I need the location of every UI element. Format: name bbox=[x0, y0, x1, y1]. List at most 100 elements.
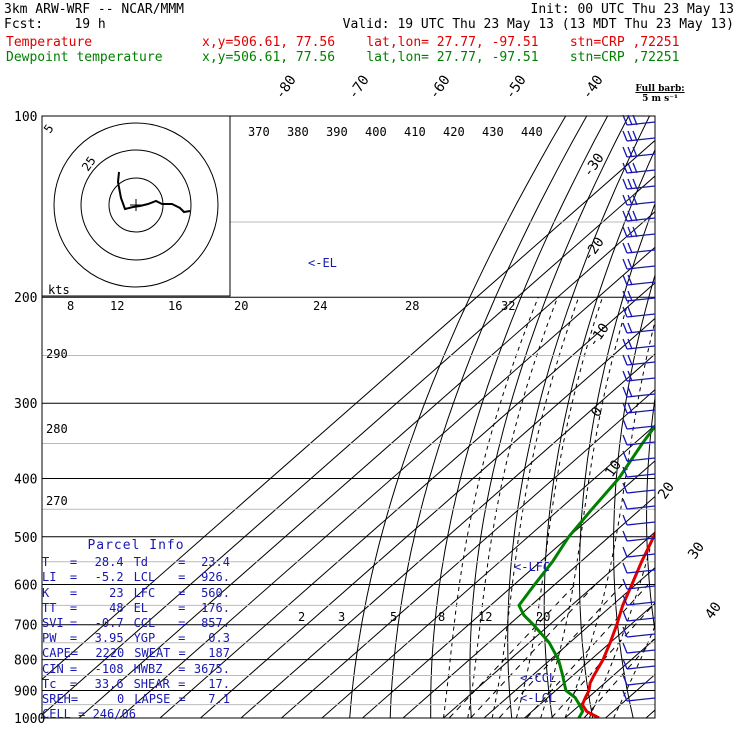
wind-barb-stroke bbox=[627, 402, 633, 414]
wind-barb bbox=[622, 146, 656, 158]
parcel-value: 560. bbox=[201, 585, 230, 600]
wind-barb bbox=[622, 482, 656, 494]
dry-adiabat-line bbox=[507, 116, 650, 718]
parcel-key: SREH bbox=[42, 692, 71, 707]
wind-barb bbox=[622, 178, 656, 190]
pressure-tick-label: 300 bbox=[14, 397, 37, 412]
mixing-ratio-line bbox=[498, 584, 623, 718]
dry-adiabat-line bbox=[679, 116, 740, 731]
wind-barb-stroke bbox=[626, 617, 656, 622]
wind-barb-stroke bbox=[626, 553, 656, 558]
pressure-tick-label: 500 bbox=[14, 531, 37, 546]
wind-barb-stroke bbox=[622, 546, 628, 558]
parcel-key: LAPSE bbox=[134, 692, 171, 707]
isotherm-line bbox=[119, 246, 655, 718]
wind-barb-stroke bbox=[627, 258, 633, 270]
parcel-equals: = bbox=[69, 631, 78, 646]
parcel-equals: = bbox=[69, 616, 78, 631]
wind-barb-stroke bbox=[626, 649, 656, 654]
wind-barb bbox=[622, 338, 656, 350]
wind-barb-stroke bbox=[622, 370, 628, 382]
parcel-key: EL bbox=[133, 600, 149, 615]
temperature-tick-label: -20 bbox=[580, 234, 608, 264]
parcel-value: 187 bbox=[208, 646, 230, 661]
theta-tick-label: 370 bbox=[248, 125, 270, 139]
temperature-tick-label: -80 bbox=[272, 72, 300, 102]
wind-barb-stroke bbox=[622, 226, 628, 238]
wind-barb-stroke bbox=[622, 418, 628, 430]
mixing-ratio-line bbox=[448, 584, 576, 718]
isotherm-line bbox=[42, 175, 655, 716]
parcel-info-rows: T = 28.4 Td = 23.4 LI = -5.2 LCL = 926. K = 23 LFC = 560.… bbox=[42, 555, 230, 707]
wind-barb-stroke bbox=[622, 322, 628, 334]
wind-barb-stroke bbox=[622, 674, 628, 686]
kts-label: kts bbox=[48, 283, 70, 297]
isotherm-line bbox=[645, 709, 655, 718]
parcel-row: K = 23 LFC = 560. bbox=[42, 586, 230, 601]
isotherm-line bbox=[687, 116, 740, 718]
parcel-equals: = bbox=[70, 646, 79, 661]
wind-barb-stroke bbox=[627, 178, 633, 190]
temperature-tick-label: 40 bbox=[702, 599, 725, 622]
pressure-tick-label: 1000 bbox=[14, 712, 45, 727]
wind-barb bbox=[622, 434, 656, 446]
parcel-key: LI bbox=[42, 570, 57, 585]
parcel-equals: = bbox=[178, 570, 186, 585]
wind-barb-stroke bbox=[622, 146, 628, 158]
mixing-ratio-tick-label: 5 bbox=[390, 610, 397, 624]
parcel-value: 3675. bbox=[193, 661, 230, 676]
wind-barb-stroke bbox=[626, 537, 656, 542]
wind-barb bbox=[622, 498, 656, 510]
parcel-row: CIN = -108 HWBZ = 3675. bbox=[42, 662, 230, 677]
wind-barb bbox=[622, 274, 656, 286]
theta-tick-label: 390 bbox=[326, 125, 348, 139]
isotherm-line bbox=[78, 211, 655, 718]
dry-adiabat-line bbox=[430, 116, 609, 718]
parcel-value: -5.2 bbox=[94, 570, 124, 585]
mixing-ratio-tick-label: 2 bbox=[298, 610, 305, 624]
isotherm-line bbox=[524, 602, 655, 718]
parcel-equals: = bbox=[178, 692, 186, 707]
isotherm-line bbox=[281, 389, 655, 718]
parcel-key: CAPE bbox=[42, 646, 71, 661]
parcel-row: TT = 48 EL = 176. bbox=[42, 601, 230, 616]
wind-barb bbox=[622, 242, 656, 254]
wind-barb-stroke bbox=[622, 690, 628, 702]
wind-barb-stroke bbox=[632, 162, 638, 174]
barb-scale-note: Full barb: 5 m s⁻¹ bbox=[620, 84, 700, 104]
wind-barb bbox=[622, 306, 656, 318]
wind-barb-stroke bbox=[622, 114, 628, 126]
parcel-key: Tc bbox=[42, 676, 57, 691]
parcel-equals: = bbox=[178, 661, 186, 676]
parcel-equals: = bbox=[178, 600, 186, 615]
moist-adiabat-line bbox=[540, 297, 631, 718]
parcel-value: 48 bbox=[109, 600, 124, 615]
wind-barb-stroke bbox=[627, 146, 633, 158]
parcel-row: LI = -5.2 LCL = 926. bbox=[42, 570, 230, 585]
mixing-ratio-tick-label: 16 bbox=[168, 299, 182, 313]
mixing-ratio-tick-label: 24 bbox=[313, 299, 327, 313]
temperature-tick-label: -70 bbox=[345, 72, 373, 102]
wind-barb bbox=[622, 258, 656, 270]
wind-barb bbox=[622, 130, 656, 142]
wind-barb-stroke bbox=[627, 130, 633, 142]
wind-barb-stroke bbox=[626, 665, 656, 670]
temperature-tick-label: -60 bbox=[426, 72, 454, 102]
wind-barb-stroke bbox=[627, 226, 633, 238]
wind-barb-stroke bbox=[622, 242, 628, 254]
wind-barb-stroke bbox=[627, 370, 633, 382]
wind-barb-stroke bbox=[632, 194, 638, 206]
wind-barb-stroke bbox=[622, 354, 628, 366]
forecast-hour: Fcst: 19 h bbox=[4, 17, 106, 32]
wind-barb-stroke bbox=[622, 306, 628, 318]
dewpoint-location: x,y=506.61, 77.56 lat,lon= 27.77, -97.51… bbox=[202, 50, 680, 65]
wind-barb-stroke bbox=[622, 610, 628, 622]
lcl-marker: <-LCL bbox=[520, 691, 556, 705]
wind-barb bbox=[622, 354, 656, 366]
parcel-equals: = bbox=[69, 585, 78, 600]
parcel-equals: = bbox=[69, 555, 78, 570]
wind-barb-stroke bbox=[622, 498, 628, 510]
wind-barb-stroke bbox=[632, 146, 638, 158]
wind-barb-stroke bbox=[622, 578, 628, 590]
parcel-equals: = bbox=[70, 692, 79, 707]
